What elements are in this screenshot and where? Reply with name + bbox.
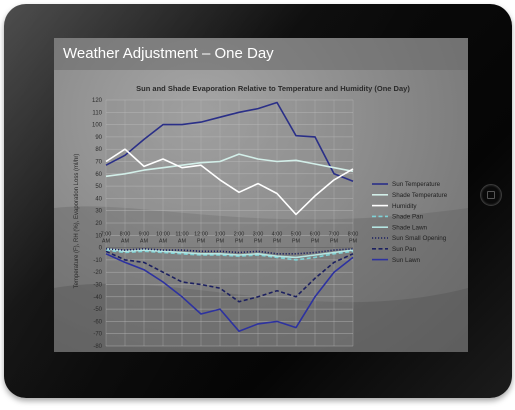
home-button[interactable] (480, 184, 502, 206)
y-tick-label: -30 (93, 283, 102, 289)
x-tick-label: PM (235, 239, 244, 245)
y-tick-label: -40 (93, 295, 102, 301)
legend-label: Sun Pan (392, 246, 417, 253)
title-bar (54, 38, 468, 70)
y-tick-label: 120 (92, 98, 103, 104)
x-tick-label: AM (159, 239, 168, 245)
y-tick-label: 0 (99, 246, 103, 252)
y-tick-label: 90 (95, 135, 102, 141)
x-tick-label: PM (273, 239, 282, 245)
x-tick-label: 7:00 (101, 232, 112, 238)
y-tick-label: 110 (92, 110, 102, 116)
x-tick-label: 10:00 (156, 232, 170, 238)
chart-title: Sun and Shade Evaporation Relative to Te… (136, 84, 410, 93)
legend-label: Sun Temperature (392, 181, 441, 188)
x-tick-label: PM (292, 239, 301, 245)
y-tick-label: 50 (95, 184, 102, 190)
x-tick-label: PM (197, 239, 206, 245)
y-axis-label: Temperature (F), RH (%), Evaporation Los… (74, 154, 80, 289)
x-tick-label: 2:00 (234, 232, 245, 238)
legend-label: Humidity (392, 203, 417, 210)
y-tick-label: 20 (95, 221, 102, 227)
background-wave (54, 206, 468, 352)
x-tick-label: PM (349, 239, 358, 245)
x-tick-label: AM (102, 239, 111, 245)
series-line-sun-lawn (105, 253, 354, 333)
y-tick-label: -70 (93, 332, 102, 338)
series-line-sun-small-opening (105, 248, 354, 255)
legend-label: Sun Lawn (392, 257, 421, 264)
y-tick-label: -20 (93, 270, 102, 276)
x-tick-label: 8:00 (120, 232, 131, 238)
series-line-shade-lawn (105, 248, 354, 259)
y-tick-label: 10 (95, 233, 102, 239)
x-tick-label: AM (178, 239, 187, 245)
legend-label: Sun Small Opening (392, 235, 447, 242)
y-tick-label: 100 (92, 123, 103, 129)
y-tick-label: -10 (93, 258, 102, 264)
legend-label: Shade Pan (392, 214, 424, 221)
y-tick-label: 30 (95, 209, 102, 215)
series-line-sun-pan (105, 250, 354, 303)
x-tick-label: 8:00 (348, 232, 359, 238)
x-tick-label: PM (330, 239, 339, 245)
legend-label: Shade Lawn (392, 224, 428, 231)
x-tick-label: 9:00 (139, 232, 150, 238)
y-tick-label: 60 (95, 172, 102, 178)
x-tick-label: PM (216, 239, 225, 245)
y-tick-label: 40 (95, 196, 102, 202)
x-tick-label: 7:00 (329, 232, 340, 238)
chart-svg: -80 -70 -60 -50 -40 -30 -20 -10 0 10 20 30 40 50 60 70 8… (54, 38, 468, 352)
x-tick-label: PM (311, 239, 320, 245)
y-tick-label: -60 (93, 319, 102, 325)
x-tick-label: 12:00 (194, 232, 208, 238)
y-tick-label: 70 (95, 160, 102, 166)
x-tick-label: PM (254, 239, 263, 245)
x-tick-label: 6:00 (310, 232, 321, 238)
x-tick-label: AM (140, 239, 149, 245)
x-tick-label: 3:00 (253, 232, 264, 238)
series-line-shade-pan (105, 249, 354, 261)
page-title: Weather Adjustment – One Day (63, 45, 274, 62)
y-tick-label: -80 (93, 344, 102, 350)
legend-label: Shade Temperature (392, 192, 448, 199)
series-line-shade-temperature (105, 153, 354, 178)
series-line-humidity (105, 148, 354, 216)
y-tick-label: -50 (93, 307, 102, 313)
tablet-screen: -80 -70 -60 -50 -40 -30 -20 -10 0 10 20 30 40 50 60 70 8… (54, 38, 468, 352)
x-tick-label: 5:00 (291, 232, 302, 238)
x-tick-label: 11:00 (175, 232, 188, 238)
series-line-sun-temperature (105, 101, 354, 182)
x-tick-label: 4:00 (272, 232, 283, 238)
background-wave-lower (54, 283, 468, 352)
x-tick-label: AM (121, 239, 130, 245)
y-tick-label: 80 (95, 147, 102, 153)
x-tick-label: 1:00 (215, 232, 226, 238)
